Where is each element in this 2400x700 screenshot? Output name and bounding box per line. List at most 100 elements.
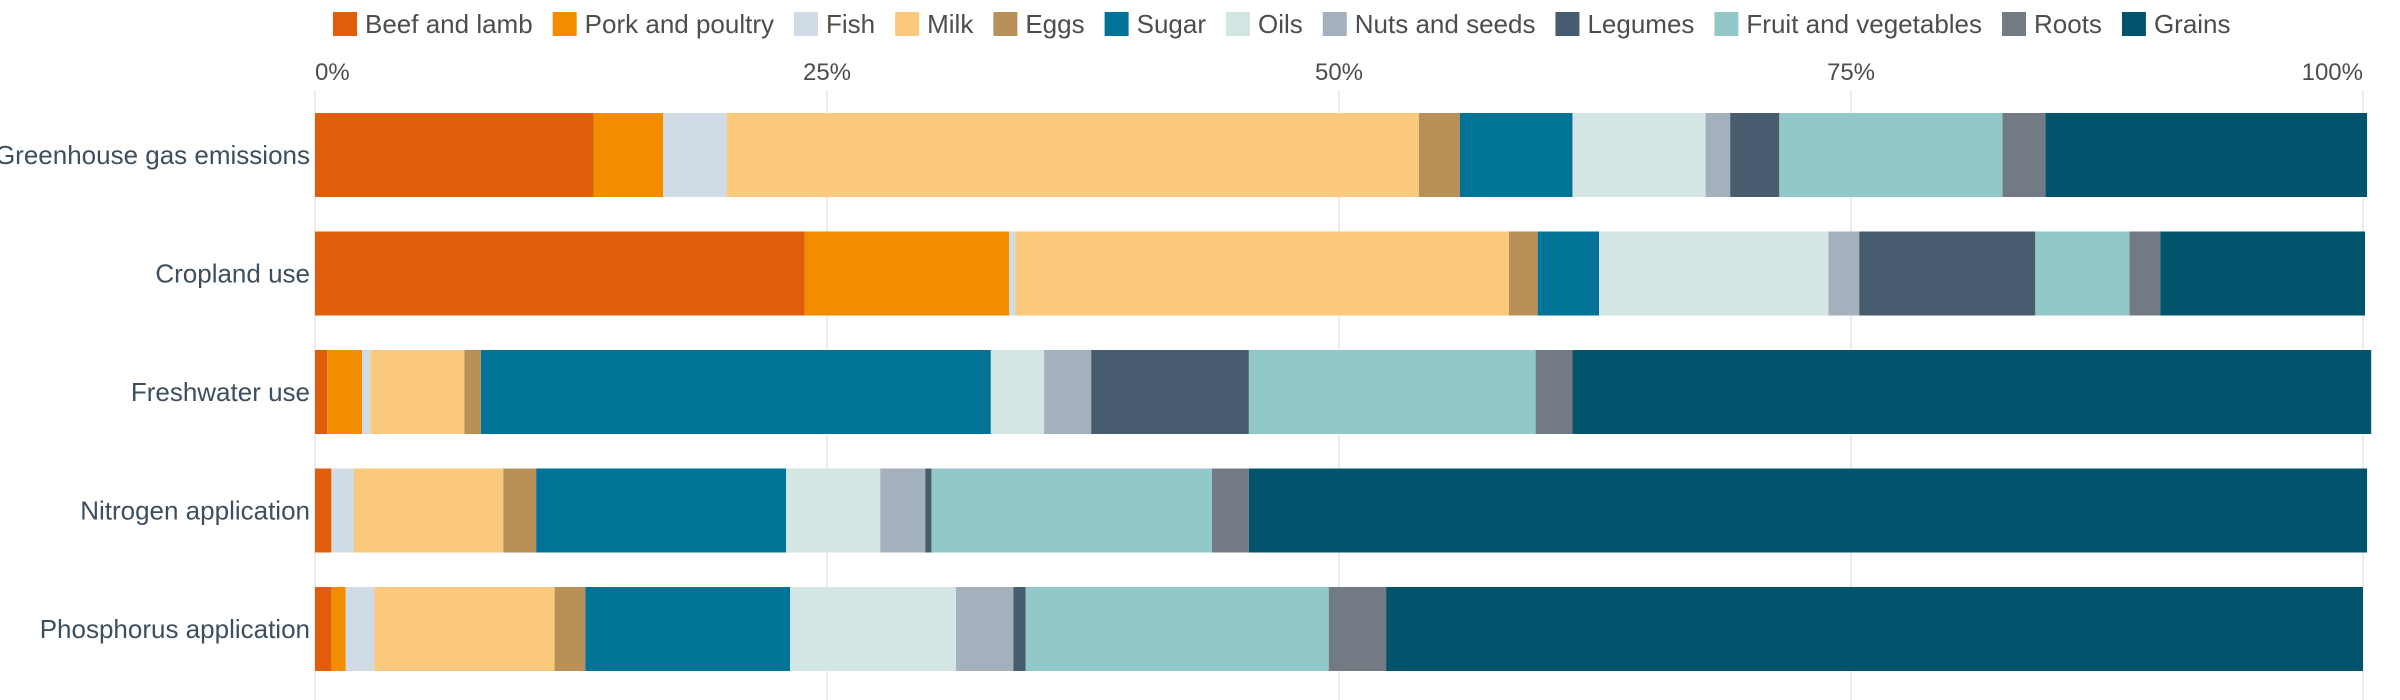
bar-segment-oils <box>790 587 957 671</box>
category-label: Nitrogen application <box>80 496 310 526</box>
bar-segment-roots <box>1212 468 1249 553</box>
bar-row-phosphorus-application <box>315 587 2363 671</box>
legend-item-nuts-and-seeds: Nuts and seeds <box>1322 9 1536 39</box>
bar-segment-fruit-and-vegetables <box>931 468 1213 553</box>
bar-segment-grains <box>2160 231 2366 316</box>
bar-segment-beef-and-lamb <box>315 587 332 671</box>
legend-swatch <box>1226 12 1250 36</box>
legend-label: Eggs <box>1025 9 1084 39</box>
bar-row-freshwater-use <box>315 350 2372 434</box>
legend-swatch <box>1104 12 1129 36</box>
bar-segment-legumes <box>1091 350 1249 434</box>
bar-segment-beef-and-lamb <box>315 350 328 434</box>
legend-swatch <box>333 12 357 36</box>
bar-segment-sugar <box>585 587 791 671</box>
bar-segment-milk <box>374 587 555 671</box>
legend-swatch <box>1714 12 1739 36</box>
bar-segment-roots <box>1328 587 1387 671</box>
bar-segment-milk <box>1015 231 1509 316</box>
x-tick-label: 0% <box>315 59 350 86</box>
bar-segment-nuts-and-seeds <box>880 468 926 553</box>
bar-segment-oils <box>1599 231 1829 316</box>
bar-row-nitrogen-application <box>315 468 2368 553</box>
legend-label: Sugar <box>1137 9 1207 39</box>
legend-item-roots: Roots <box>2002 9 2102 39</box>
bar-segment-legumes <box>925 468 932 553</box>
bar-segment-beef-and-lamb <box>315 468 332 553</box>
bar-segment-eggs <box>554 587 586 671</box>
bar-segment-beef-and-lamb <box>315 113 594 197</box>
x-tick-label: 25% <box>803 59 851 86</box>
x-tick-label: 75% <box>1827 59 1875 86</box>
legend-label: Grains <box>2154 9 2231 39</box>
bar-segment-eggs <box>1418 113 1460 197</box>
bar-segment-nuts-and-seeds <box>956 587 1014 671</box>
legend-label: Beef and lamb <box>365 9 533 39</box>
legend-label: Oils <box>1258 9 1303 39</box>
bar-segment-grains <box>1572 350 2372 434</box>
legend-item-grains: Grains <box>2121 9 2231 39</box>
legend-item-fish: Fish <box>794 9 875 39</box>
bar-row-greenhouse-gas-emissions <box>315 113 2368 197</box>
bar-segment-nuts-and-seeds <box>1828 231 1860 316</box>
bar-segment-pork-and-poultry <box>327 350 363 434</box>
bar-segment-grains <box>1386 587 2363 671</box>
bar-segment-eggs <box>1508 231 1538 316</box>
bars <box>315 113 2372 671</box>
x-tick-label: 100% <box>2302 59 2363 86</box>
bar-segment-milk <box>353 468 504 553</box>
legend-swatch <box>794 12 818 36</box>
legend-swatch <box>552 12 577 36</box>
bar-segment-fish <box>1009 231 1016 316</box>
bar-segment-fish <box>663 113 727 197</box>
bar-segment-eggs <box>503 468 537 553</box>
bar-segment-legumes <box>1859 231 2036 316</box>
legend-item-milk: Milk <box>895 9 974 39</box>
legend-label: Milk <box>927 9 974 39</box>
bar-segment-fish <box>345 587 375 671</box>
bar-segment-pork-and-poultry <box>331 587 346 671</box>
bar-segment-fish <box>362 350 371 434</box>
bar-segment-fish <box>331 468 354 553</box>
legend-item-eggs: Eggs <box>993 9 1085 39</box>
legend-swatch <box>993 12 1018 36</box>
category-label: Cropland use <box>155 259 310 289</box>
legend-item-sugar: Sugar <box>1104 9 1207 39</box>
bar-segment-grains <box>1248 468 2368 553</box>
bar-row-cropland-use <box>315 231 2366 316</box>
bar-segment-milk <box>370 350 465 434</box>
bar-segment-sugar <box>536 468 787 553</box>
bar-segment-nuts-and-seeds <box>1044 350 1092 434</box>
legend-label: Fish <box>826 9 875 39</box>
bar-segment-oils <box>786 468 881 553</box>
legend-label: Roots <box>2034 9 2102 39</box>
bar-segment-grains <box>2045 113 2368 197</box>
bar-segment-legumes <box>1013 587 1026 671</box>
legend-item-oils: Oils <box>1226 9 1303 39</box>
legend-item-pork-and-poultry: Pork and poultry <box>552 9 774 39</box>
bar-segment-milk <box>726 113 1419 197</box>
bar-segment-sugar <box>1459 113 1573 197</box>
legend-label: Fruit and vegetables <box>1746 9 1982 39</box>
x-tick-label: 50% <box>1315 59 1363 86</box>
category-label: Greenhouse gas emissions <box>0 140 310 170</box>
legend-swatch <box>1555 12 1580 36</box>
legend-item-legumes: Legumes <box>1555 9 1694 39</box>
bar-segment-fruit-and-vegetables <box>2035 231 2130 316</box>
bar-segment-fruit-and-vegetables <box>1025 587 1329 671</box>
legend-label: Nuts and seeds <box>1355 9 1536 39</box>
x-axis-ticks: 0% 25% 50% 75% 100% <box>315 59 2363 86</box>
legend-swatch <box>2121 12 2146 36</box>
bar-segment-roots <box>1535 350 1573 434</box>
bar-segment-sugar <box>1537 231 1600 316</box>
legend-swatch <box>895 12 920 36</box>
legend-label: Pork and poultry <box>585 9 774 39</box>
legend-item-beef-and-lamb: Beef and lamb <box>333 9 533 39</box>
bar-segment-oils <box>1572 113 1706 197</box>
bar-segment-roots <box>2129 231 2161 316</box>
bar-segment-roots <box>2002 113 2046 197</box>
legend-label: Legumes <box>1587 9 1694 39</box>
bar-segment-nuts-and-seeds <box>1705 113 1731 197</box>
